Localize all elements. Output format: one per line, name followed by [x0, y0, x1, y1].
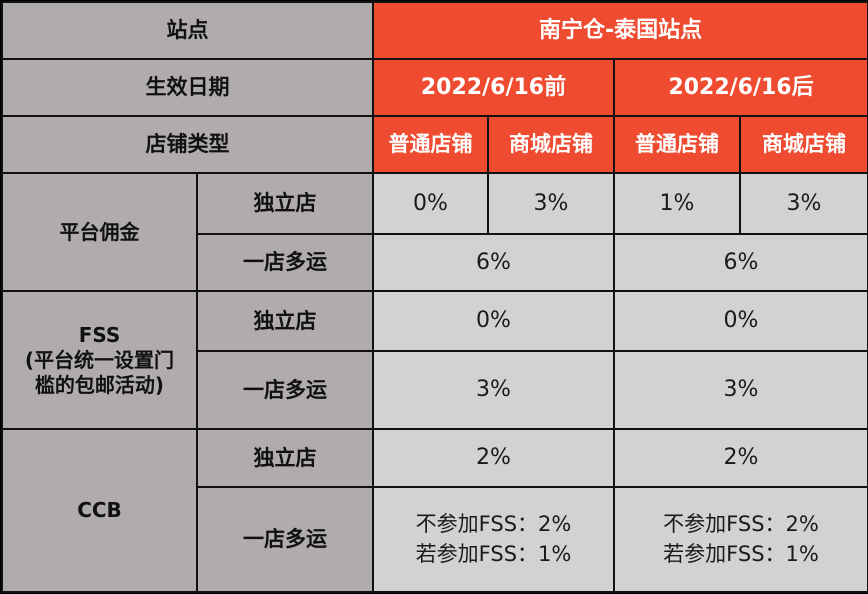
value-cell: 6%	[612, 233, 868, 292]
value-cell: 0%	[372, 290, 615, 352]
shop-type-normal-after: 普通店铺	[613, 115, 741, 174]
value-cell: 3%	[612, 350, 868, 430]
value-cell-multiline: 不参加FSS：2% 若参加FSS：1%	[372, 486, 615, 593]
value-line-no-fss: 不参加FSS：2%	[415, 512, 572, 537]
subcategory-independent: 独立店	[196, 428, 374, 488]
shop-type-mall-after: 商城店铺	[738, 115, 868, 174]
date-row: 生效日期 2022/6/16前 2022/6/16后	[1, 58, 868, 117]
value-cell-multiline: 不参加FSS：2% 若参加FSS：1%	[612, 486, 868, 593]
value-cell: 2%	[612, 428, 868, 488]
subcategory-multi-shop: 一店多运	[196, 486, 374, 593]
date-label: 生效日期	[1, 58, 374, 117]
value-cell: 3%	[372, 350, 615, 430]
category-fss-title: FSS	[78, 322, 121, 347]
value-cell: 0%	[372, 172, 489, 235]
table-row: 平台佣金 独立店 0% 3% 1% 3%	[1, 172, 868, 292]
table-row: CCB 独立店 2% 2%	[1, 428, 868, 593]
category-fss-desc-1: (平台统一设置门	[24, 347, 175, 372]
value-line-with-fss: 若参加FSS：1%	[663, 541, 819, 566]
site-label: 站点	[1, 1, 374, 60]
subcategory-multi-shop: 一店多运	[196, 350, 374, 430]
table-row: 一店多运 6% 6%	[2, 233, 868, 292]
table-row: FSS (平台统一设置门 槛的包邮活动) 独立店 0% 0%	[1, 290, 868, 430]
table-row: 一店多运 不参加FSS：2% 若参加FSS：1% 不参加FSS：2% 若参加FS…	[2, 486, 868, 593]
value-cell: 3%	[738, 172, 868, 235]
date-after: 2022/6/16后	[612, 58, 868, 117]
subcategory-independent: 独立店	[196, 172, 374, 235]
subcategory-multi-shop: 一店多运	[196, 233, 374, 292]
category-ccb: CCB	[1, 428, 198, 593]
value-line-with-fss: 若参加FSS：1%	[415, 541, 572, 566]
category-fss: FSS (平台统一设置门 槛的包邮活动)	[1, 290, 198, 430]
value-cell: 1%	[613, 172, 741, 235]
shop-type-label: 店铺类型	[1, 115, 374, 174]
value-cell: 3%	[487, 172, 615, 235]
value-line-no-fss: 不参加FSS：2%	[663, 512, 819, 537]
value-cell: 0%	[612, 290, 868, 352]
shop-type-mall-before: 商城店铺	[487, 115, 615, 174]
value-cell: 6%	[372, 233, 615, 292]
site-value: 南宁仓-泰国站点	[371, 1, 868, 60]
subcategory-independent: 独立店	[196, 290, 374, 352]
date-before: 2022/6/16前	[372, 58, 615, 117]
category-fss-desc-2: 槛的包邮活动)	[34, 372, 165, 397]
category-platform-commission: 平台佣金	[1, 172, 198, 292]
shop-type-row: 店铺类型 普通店铺 商城店铺 普通店铺 商城店铺	[1, 115, 868, 174]
shop-type-normal-before: 普通店铺	[372, 115, 489, 174]
site-row: 站点 南宁仓-泰国站点	[1, 1, 868, 60]
value-cell: 2%	[372, 428, 615, 488]
table-row: 一店多运 3% 3%	[2, 350, 868, 430]
